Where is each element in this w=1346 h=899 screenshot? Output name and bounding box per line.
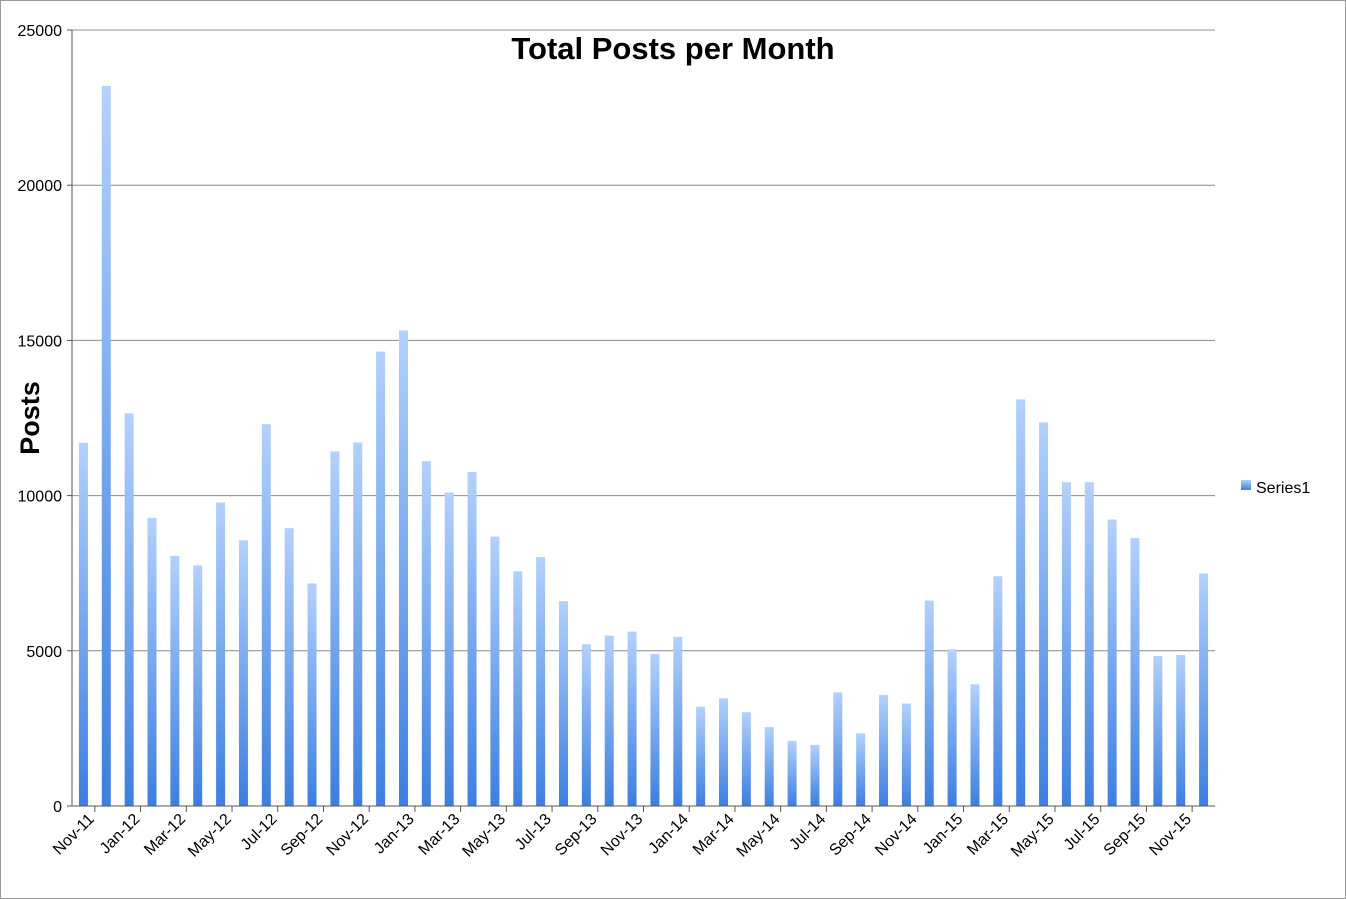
- bar-oct-13: [604, 635, 614, 806]
- bar-jul-15: [1084, 482, 1094, 806]
- x-tick-label: Nov-15: [1146, 811, 1195, 860]
- bar-apr-12: [193, 565, 203, 806]
- bar-aug-14: [833, 692, 843, 806]
- bar-apr-13: [467, 472, 477, 806]
- bar-nov-12: [353, 442, 363, 806]
- x-tick-label: Nov-13: [598, 811, 647, 860]
- bar-sep-14: [856, 733, 866, 806]
- x-tick-label: Jan-13: [371, 811, 418, 858]
- bar-dec-15: [1199, 573, 1209, 806]
- bar-oct-15: [1153, 656, 1163, 806]
- x-tick-label: Mar-14: [690, 811, 738, 859]
- bar-nov-15: [1176, 654, 1186, 806]
- x-tick-label: Mar-15: [964, 811, 1012, 859]
- bar-feb-15: [970, 684, 980, 806]
- x-tick-label: Jan-14: [645, 811, 692, 858]
- bar-mar-14: [719, 698, 729, 806]
- y-tick-label: 20000: [18, 178, 63, 195]
- chart-title: Total Posts per Month: [511, 31, 834, 66]
- x-tick-label: Sep-13: [552, 811, 601, 860]
- bars: [78, 85, 1209, 807]
- bar-oct-12: [330, 451, 340, 806]
- bar-jan-12: [124, 413, 134, 806]
- x-tick-label: Jul-15: [1061, 811, 1104, 854]
- bar-dec-12: [376, 351, 386, 806]
- x-tick-label: Jan-15: [920, 811, 967, 858]
- bar-oct-14: [879, 694, 889, 806]
- legend-swatch: [1241, 480, 1251, 490]
- x-tick-label: Jan-12: [97, 811, 144, 858]
- bar-apr-15: [1016, 399, 1026, 806]
- bar-nov-14: [901, 703, 911, 806]
- x-tick-label: May-15: [1008, 811, 1058, 861]
- bar-mar-12: [170, 555, 180, 806]
- x-tick-label: Jul-12: [238, 811, 281, 854]
- x-tick-label: Mar-13: [416, 811, 464, 859]
- x-tick-label: Jul-14: [786, 811, 829, 854]
- bar-nov-13: [627, 631, 637, 806]
- bar-aug-15: [1107, 519, 1117, 806]
- y-axis-label: Posts: [15, 381, 45, 455]
- bar-dec-13: [650, 653, 660, 806]
- bar-jan-13: [398, 330, 408, 806]
- x-tick-label: Sep-14: [826, 811, 875, 860]
- y-tick-label: 10000: [18, 489, 63, 506]
- bar-sep-15: [1130, 538, 1140, 806]
- x-tick-label: Nov-14: [872, 811, 921, 860]
- x-tick-label: Mar-12: [141, 811, 189, 859]
- bar-jan-15: [947, 649, 957, 806]
- bar-sep-13: [581, 644, 591, 806]
- bar-mar-13: [444, 492, 454, 806]
- bar-jul-14: [810, 744, 820, 806]
- bar-jul-13: [536, 557, 546, 806]
- legend-label: Series1: [1256, 480, 1310, 497]
- y-tick-label: 5000: [26, 644, 62, 661]
- axes: [67, 29, 1215, 812]
- x-tick-label: Nov-11: [50, 811, 98, 859]
- x-tick-label: Nov-12: [324, 811, 373, 860]
- y-tick-label: 0: [53, 799, 62, 816]
- bar-jul-12: [261, 424, 271, 806]
- bar-may-13: [490, 536, 500, 806]
- bar-aug-12: [284, 528, 294, 806]
- bar-may-15: [1039, 422, 1049, 806]
- bar-jun-12: [238, 540, 248, 806]
- bar-feb-13: [421, 461, 431, 806]
- x-tick-label: Sep-12: [278, 811, 327, 860]
- bar-nov-11: [78, 442, 88, 806]
- x-tick-label: Sep-15: [1101, 811, 1150, 860]
- legend: Series1: [1241, 480, 1310, 497]
- bar-may-12: [216, 502, 226, 806]
- bar-may-14: [764, 727, 774, 806]
- bar-apr-14: [741, 712, 751, 806]
- bar-aug-13: [558, 601, 568, 806]
- x-tick-label: May-12: [185, 811, 235, 861]
- bar-sep-12: [307, 583, 317, 806]
- y-tick-label: 25000: [18, 23, 63, 40]
- bar-feb-12: [147, 517, 157, 806]
- y-tick-label: 15000: [18, 333, 63, 350]
- bar-jan-14: [673, 636, 683, 806]
- x-tick-label: May-13: [459, 811, 509, 861]
- bar-dec-11: [101, 85, 111, 807]
- x-tick-label: May-14: [734, 811, 784, 861]
- y-tick-labels: 0 5000 10000 15000 20000 25000: [18, 23, 63, 816]
- bar-jun-15: [1061, 482, 1071, 806]
- bar-mar-15: [993, 576, 1003, 806]
- x-tick-label: Jul-13: [512, 811, 555, 854]
- bar-jun-13: [513, 571, 523, 806]
- bar-feb-14: [696, 706, 706, 806]
- bar-dec-14: [924, 600, 934, 806]
- bar-jun-14: [787, 740, 797, 806]
